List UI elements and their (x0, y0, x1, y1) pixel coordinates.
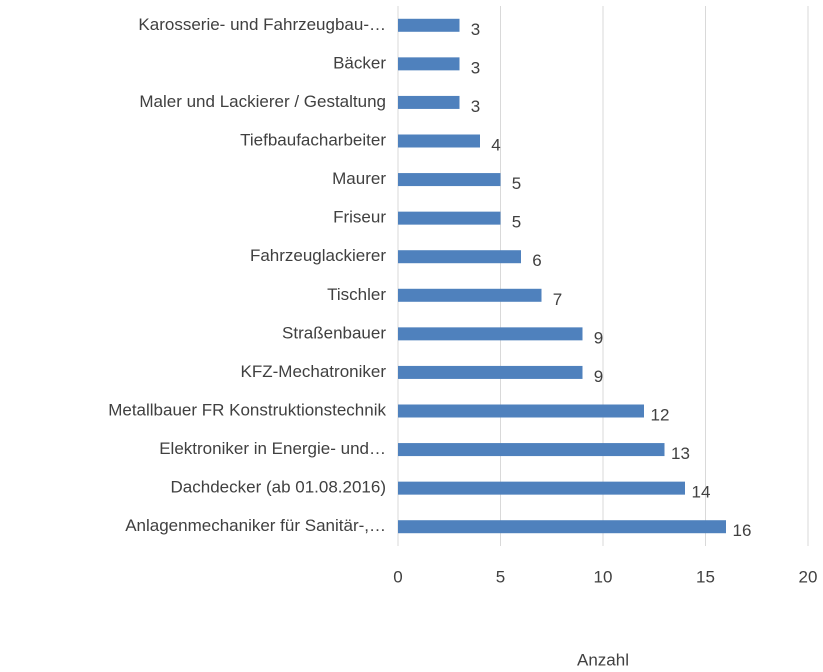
data-label: 9 (594, 367, 603, 386)
y-tick-label: Tischler (327, 285, 386, 304)
y-tick-label: Friseur (333, 208, 386, 227)
data-label: 6 (532, 251, 541, 270)
data-label: 16 (733, 521, 752, 540)
y-tick-label: KFZ-Mechatroniker (241, 362, 387, 381)
y-tick-label: Anlagenmechaniker für Sanitär-,… (125, 516, 386, 535)
data-label: 7 (553, 290, 562, 309)
bar (398, 327, 583, 341)
bar (398, 18, 460, 32)
data-label: 3 (471, 20, 480, 39)
bar (398, 134, 480, 148)
data-label: 3 (471, 58, 480, 77)
data-label: 9 (594, 328, 603, 347)
data-label: 5 (512, 174, 521, 193)
x-tick-label: 15 (696, 567, 715, 586)
x-tick-label: 5 (496, 567, 505, 586)
data-label: 13 (671, 444, 690, 463)
y-tick-label: Metallbauer FR Konstruktionstechnik (108, 400, 386, 419)
y-tick-label: Tiefbaufacharbeiter (240, 130, 386, 149)
bar (398, 443, 665, 457)
y-tick-label: Fahrzeuglackierer (250, 246, 386, 265)
data-label: 14 (692, 483, 711, 502)
y-tick-label: Elektroniker in Energie- und… (159, 439, 386, 458)
y-tick-label: Bäcker (333, 53, 386, 72)
bar (398, 288, 542, 302)
bar (398, 520, 726, 534)
bar (398, 211, 501, 225)
bar (398, 57, 460, 71)
y-tick-label: Maurer (332, 169, 386, 188)
data-label: 3 (471, 97, 480, 116)
x-tick-label: 0 (393, 567, 402, 586)
bar (398, 250, 521, 264)
data-label: 4 (491, 135, 500, 154)
y-tick-label: Dachdecker (ab 01.08.2016) (171, 478, 386, 497)
bar (398, 481, 685, 495)
y-tick-label: Maler und Lackierer / Gestaltung (139, 92, 386, 111)
x-tick-label: 20 (799, 567, 818, 586)
x-tick-label: 10 (594, 567, 613, 586)
bar (398, 173, 501, 187)
y-tick-label: Karosserie- und Fahrzeugbau-… (138, 15, 386, 34)
bar (398, 365, 583, 379)
bar (398, 404, 644, 418)
bar (398, 95, 460, 109)
x-axis-label: Anzahl (577, 650, 629, 669)
y-tick-label: Straßenbauer (282, 323, 386, 342)
data-label: 12 (651, 405, 670, 424)
data-label: 5 (512, 213, 521, 232)
